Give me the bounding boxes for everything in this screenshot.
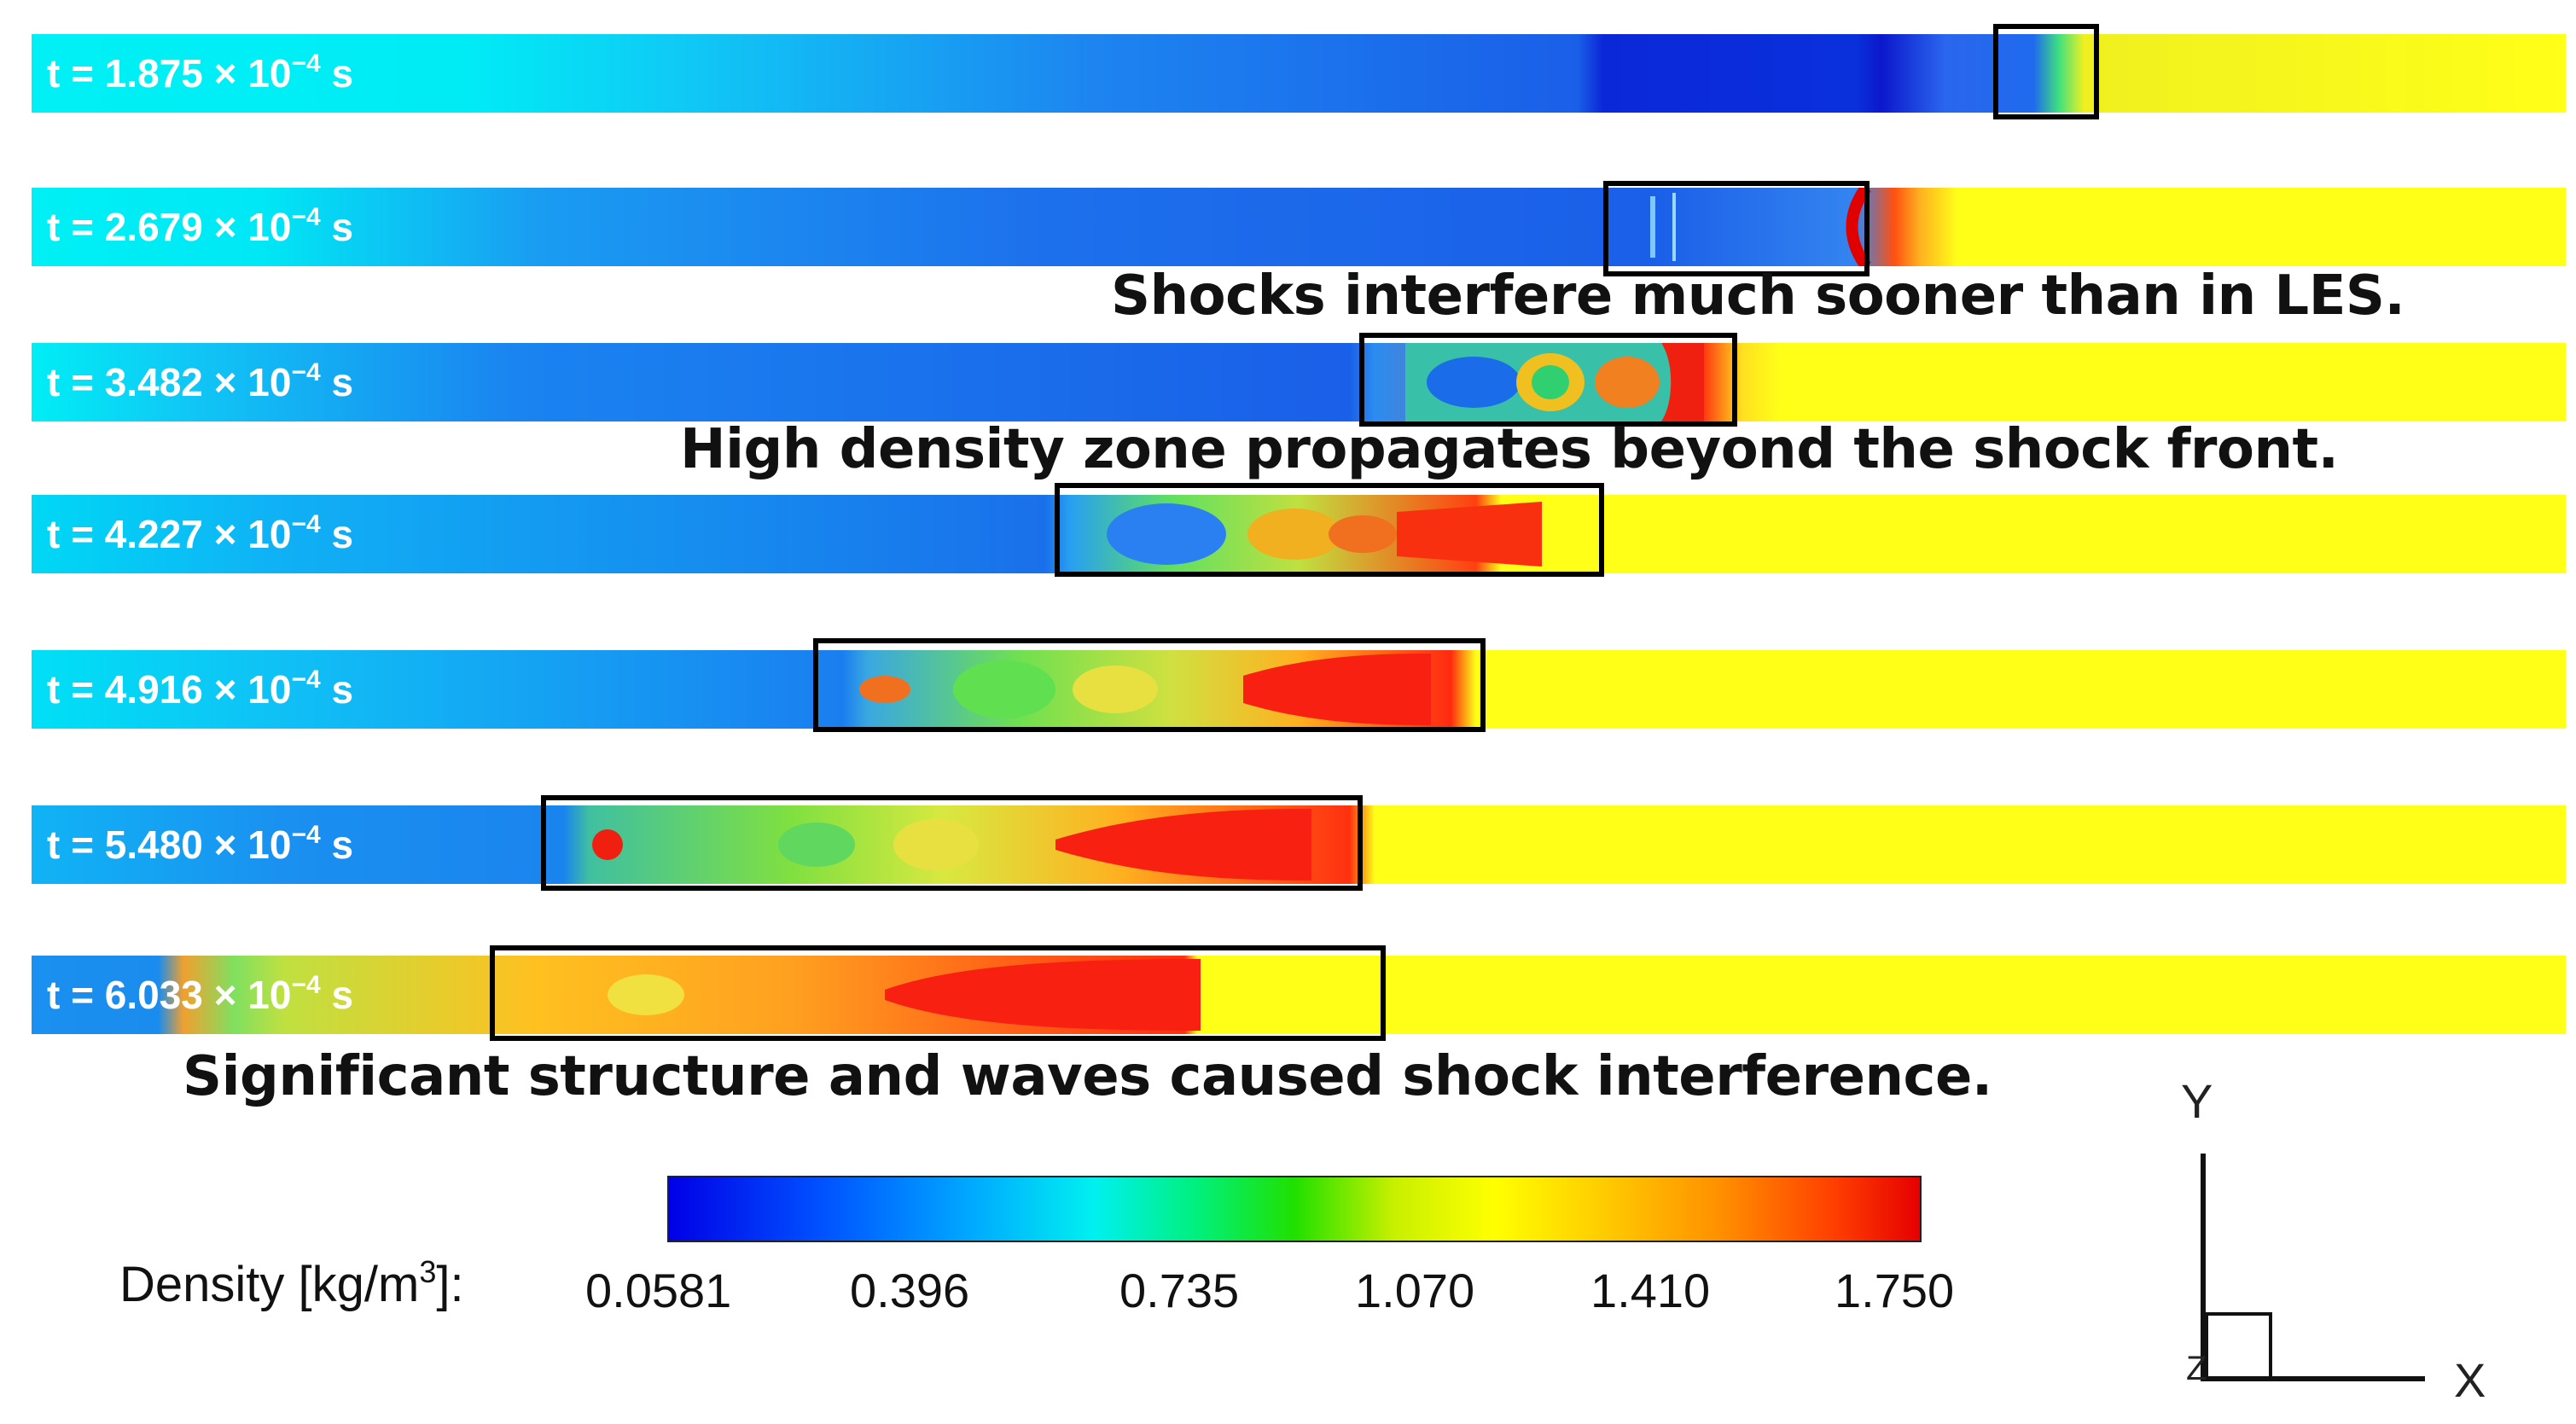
strip-6-field bbox=[32, 805, 2566, 884]
density-strip-4: t = 4.227 × 10−4 s bbox=[32, 495, 2566, 573]
time-label-7: t = 6.033 × 10−4 s bbox=[47, 971, 354, 1018]
annotation-significant-structure: Significant structure and waves caused s… bbox=[183, 1045, 1992, 1108]
density-strip-7: t = 6.033 × 10−4 s bbox=[32, 956, 2566, 1034]
z-axis-label: Z bbox=[2186, 1350, 2207, 1387]
y-axis-label: Y bbox=[2181, 1074, 2213, 1128]
strip-7-field bbox=[32, 956, 2566, 1034]
density-strip-3: t = 3.482 × 10−4 s bbox=[32, 343, 2566, 421]
x-axis-label: X bbox=[2454, 1353, 2486, 1407]
time-label-2: t = 2.679 × 10−4 s bbox=[47, 203, 354, 250]
colorbar-tick-4: 1.070 bbox=[1355, 1264, 1475, 1317]
shock-highlight-box-1 bbox=[1993, 24, 2099, 119]
density-colorbar bbox=[667, 1176, 1922, 1242]
z-axis-marker bbox=[2205, 1312, 2272, 1380]
annotation-shock-interference: Shocks interfere much sooner than in LES… bbox=[1111, 264, 2405, 328]
strip-4-field bbox=[32, 495, 2566, 573]
annotation-high-density-zone: High density zone propagates beyond the … bbox=[680, 418, 2339, 481]
shock-highlight-box-2 bbox=[1603, 181, 1869, 276]
shock-highlight-box-6 bbox=[541, 795, 1363, 891]
strip-5-field bbox=[32, 650, 2566, 729]
time-label-6: t = 5.480 × 10−4 s bbox=[47, 821, 354, 868]
shock-highlight-box-3 bbox=[1359, 333, 1737, 427]
colorbar-tick-6: 1.750 bbox=[1835, 1264, 1955, 1317]
colorbar-tick-1: 0.0581 bbox=[585, 1264, 732, 1317]
axis-triad bbox=[2201, 1154, 2425, 1381]
strip-3-field bbox=[32, 343, 2566, 421]
colorbar-tick-5: 1.410 bbox=[1590, 1264, 1711, 1317]
colorbar-tick-2: 0.396 bbox=[850, 1264, 970, 1317]
colorbar-title: Density [kg/m3]: bbox=[119, 1254, 464, 1313]
strip-2-field bbox=[32, 188, 2566, 266]
time-label-3: t = 3.482 × 10−4 s bbox=[47, 358, 354, 405]
strip-1-field bbox=[32, 34, 2566, 113]
density-strip-1: t = 1.875 × 10−4 s bbox=[32, 34, 2566, 113]
shock-highlight-box-7 bbox=[490, 945, 1386, 1041]
density-strip-5: t = 4.916 × 10−4 s bbox=[32, 650, 2566, 729]
time-label-1: t = 1.875 × 10−4 s bbox=[47, 49, 354, 96]
density-strip-6: t = 5.480 × 10−4 s bbox=[32, 805, 2566, 884]
density-strip-2: t = 2.679 × 10−4 s bbox=[32, 188, 2566, 266]
time-label-5: t = 4.916 × 10−4 s bbox=[47, 666, 354, 712]
shock-highlight-box-5 bbox=[813, 638, 1486, 732]
colorbar-tick-3: 0.735 bbox=[1119, 1264, 1240, 1317]
time-label-4: t = 4.227 × 10−4 s bbox=[47, 510, 354, 557]
shock-highlight-box-4 bbox=[1055, 483, 1604, 577]
